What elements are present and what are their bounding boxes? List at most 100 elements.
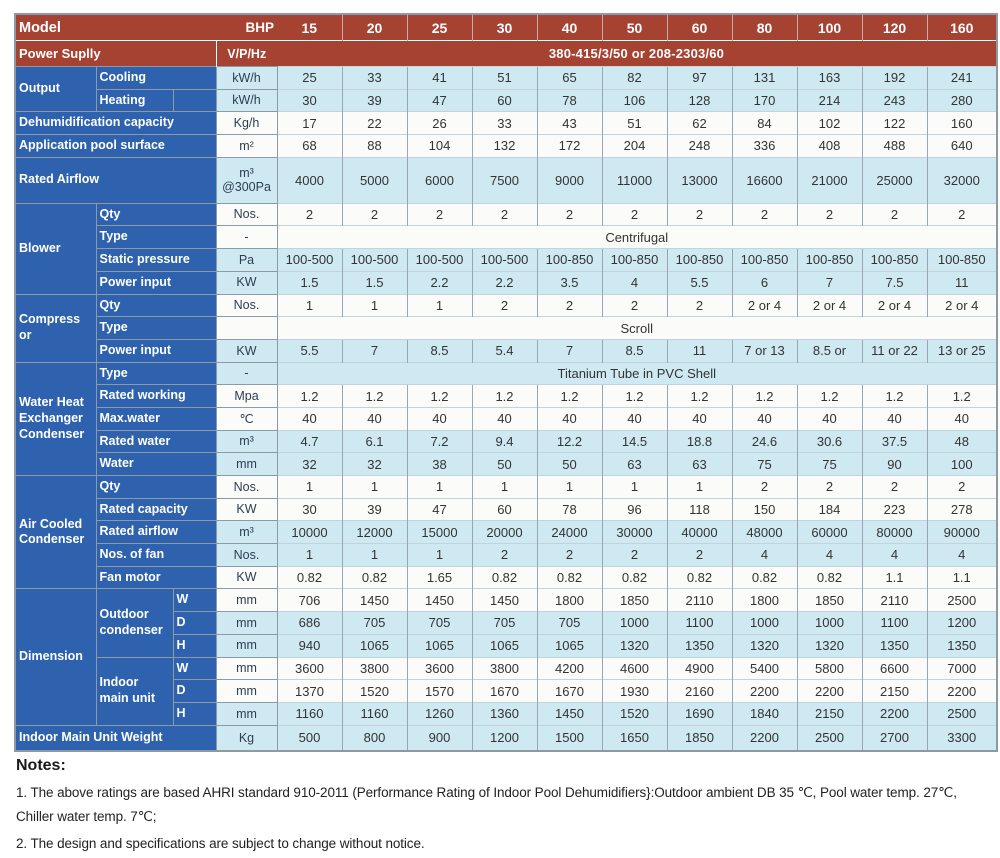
model-column-header: 50 (601, 14, 667, 41)
value-cell: 0.82 (666, 565, 732, 589)
value-cell: 63 (601, 452, 667, 476)
value-cell: 150 (731, 497, 797, 521)
value-cell: 8.5 or (796, 338, 862, 363)
value-cell: 241 (926, 66, 997, 90)
spec-row: Indoor Main Unit Weight Kg 500 800 900 1200 15… (14, 724, 997, 752)
value-cell: 6000 (406, 156, 472, 204)
value-cell: 1.2 (666, 384, 732, 408)
value-cell: 1320 (796, 633, 862, 657)
value-cell: 100 (926, 452, 997, 476)
value-cell: 78 (536, 497, 602, 521)
value-cell: 97 (666, 66, 732, 90)
value-cell: 500 (276, 724, 342, 752)
unit-cell: kW/h (215, 66, 278, 90)
value-cell: 22 (341, 111, 407, 135)
dimension-letter: W (172, 588, 217, 613)
value-cell: 25000 (861, 156, 927, 204)
value-cell: 1670 (536, 679, 602, 703)
row-label: Rated water (95, 429, 217, 454)
row-label: Type (95, 361, 217, 386)
value-cell: 16600 (731, 156, 797, 204)
value-cell: 80000 (861, 520, 927, 544)
value-cell: 12000 (341, 520, 407, 544)
value-cell: 336 (731, 134, 797, 158)
value-cell: 9.4 (471, 429, 537, 453)
value-cell: 78 (536, 88, 602, 112)
value-cell: 2 (666, 293, 732, 317)
value-cell: 2 (471, 202, 537, 226)
value-cell: 47 (406, 88, 472, 112)
spec-row: Static pressure Pa 100-500 100-500 100-500 10… (15, 248, 997, 272)
value-cell: 40 (601, 406, 667, 431)
row-label: Water (95, 452, 217, 476)
value-cell: 1850 (796, 588, 862, 612)
spec-row: Application pool surface m² 68 88 104 132 172 2… (14, 134, 997, 158)
spec-row: Power input KW 1.5 1.5 2.2 2.2 3.5 4 5.5 6 7 7.5 11 (15, 270, 997, 295)
value-cell: 60000 (796, 520, 862, 544)
value-cell: 100-500 (471, 248, 537, 272)
unit-cell: m³ (215, 520, 278, 545)
value-cell: 0.82 (601, 565, 667, 589)
value-cell: 2200 (796, 679, 862, 703)
value-cell: 40000 (666, 520, 732, 544)
value-cell: 5000 (341, 156, 407, 204)
value-cell: 39 (341, 497, 407, 521)
value-cell: 43 (536, 111, 602, 135)
value-cell: 30.6 (796, 429, 862, 453)
value-cell: 17 (276, 111, 342, 135)
value-cell: 5.5 (666, 270, 732, 294)
value-cell: 32000 (926, 156, 997, 204)
model-column-header: 30 (471, 14, 537, 41)
value-cell: 2 or 4 (731, 293, 797, 317)
value-cell: 1.2 (471, 384, 537, 408)
value-cell: 1 (341, 543, 407, 567)
value-cell: 39 (341, 88, 407, 112)
value-cell: 2110 (666, 588, 732, 612)
value-cell: 2 (796, 202, 862, 226)
value-cell: 10000 (276, 520, 342, 544)
value-cell: 12.2 (536, 429, 602, 453)
value-cell: 2200 (731, 724, 797, 752)
value-cell: 7.2 (406, 429, 472, 453)
value-cell: 88 (341, 134, 407, 158)
section-label: Dimension (14, 588, 97, 726)
value-cell: 278 (926, 497, 997, 521)
value-cell: 122 (861, 111, 927, 135)
value-cell: 5.5 (276, 338, 342, 363)
value-cell: 100-850 (926, 248, 997, 272)
value-cell: 2 (471, 293, 537, 317)
value-cell: 6 (731, 270, 797, 294)
row-label: Application pool surface (14, 134, 217, 158)
unit-cell: KW (215, 338, 278, 363)
value-cell: 6.1 (341, 429, 407, 453)
spec-table-body: Output Cooling kW/h 25 33 41 51 65 82 97 131 163 192… (14, 65, 997, 752)
value-cell: 40 (926, 406, 997, 431)
value-cell: 25 (276, 66, 342, 90)
value-cell: 90000 (926, 520, 997, 544)
group-label: Outdoor condenser (95, 588, 174, 658)
value-cell: 800 (341, 724, 407, 752)
row-label: Rated working (95, 384, 217, 408)
value-cell: 1520 (601, 701, 667, 726)
power-supply-label: Power Suplly (15, 40, 217, 67)
unit-cell: m³ @300Pa (215, 156, 278, 204)
unit-cell: KW (215, 270, 278, 295)
value-cell: 62 (666, 111, 732, 135)
value-cell: 1.2 (601, 384, 667, 408)
value-cell: 248 (666, 134, 732, 158)
value-cell: 172 (536, 134, 602, 158)
value-cell: 4900 (666, 656, 732, 680)
value-cell: 37.5 (861, 429, 927, 453)
value-cell: 106 (601, 88, 667, 112)
value-cell: 100-500 (276, 248, 342, 272)
row-label: Power input (95, 338, 217, 363)
value-cell: 2160 (666, 679, 732, 703)
value-cell: 60 (471, 497, 537, 521)
value-cell: 13 or 25 (926, 338, 997, 363)
spec-row: Dehumidification capacity Kg/h 17 22 26 33 43 5… (14, 111, 997, 136)
value-cell: 1 (536, 475, 602, 499)
value-cell: 0.82 (341, 565, 407, 589)
value-cell: 2 (796, 475, 862, 499)
